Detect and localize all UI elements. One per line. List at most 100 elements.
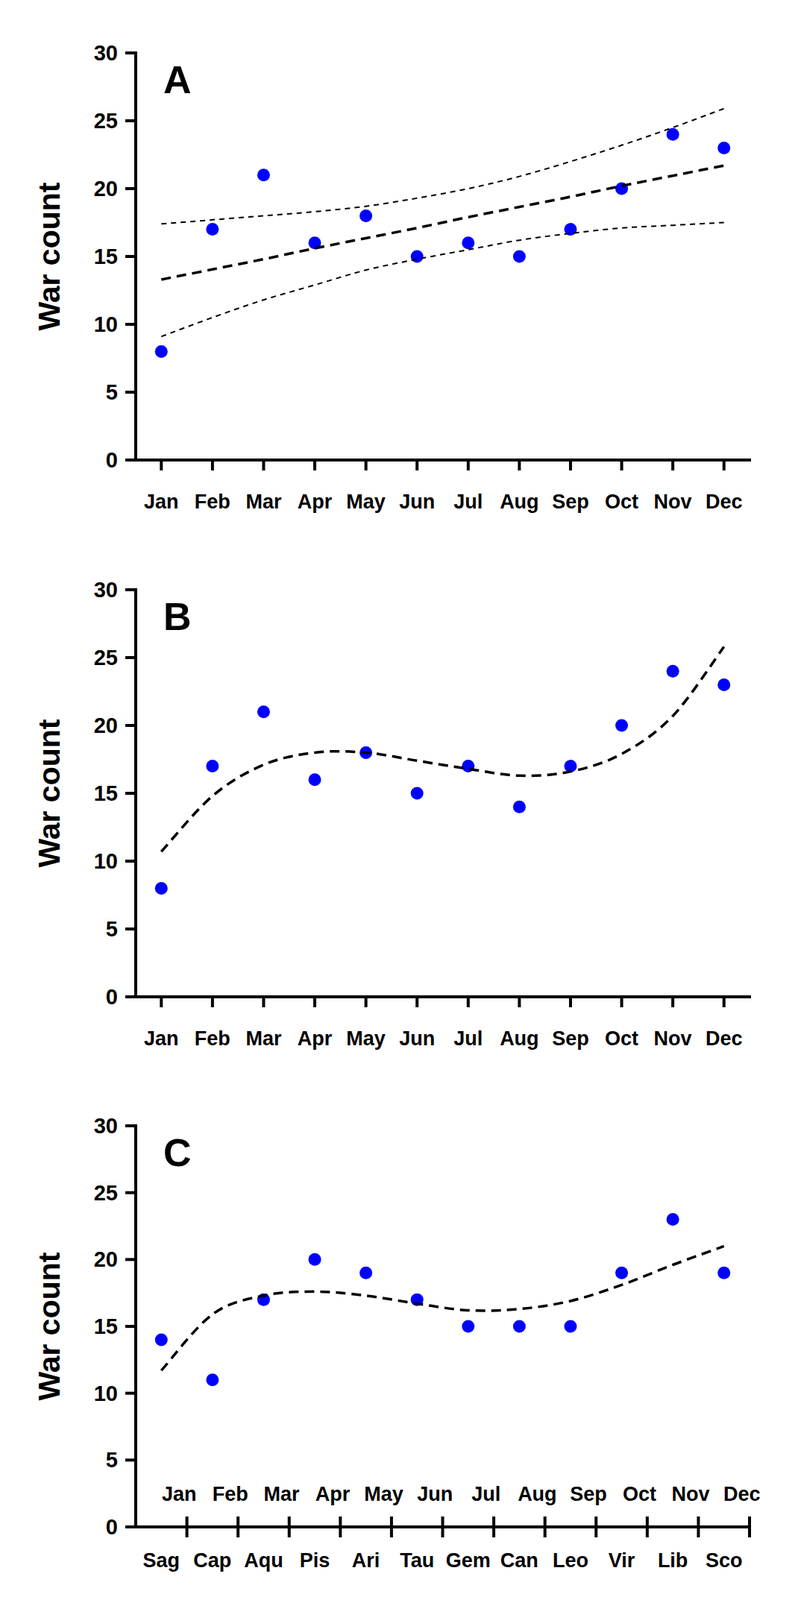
y-tick (125, 1458, 136, 1462)
x-tick-label: Dec (705, 1027, 743, 1051)
x-tick (569, 997, 573, 1008)
x-tick-label: Jun (399, 1027, 435, 1051)
y-tick (125, 1258, 136, 1262)
data-point (155, 345, 168, 358)
x2-tick-label: Jun (416, 1483, 453, 1506)
x-tick-label: Vir (608, 1549, 636, 1573)
panel-title: C (163, 1131, 192, 1175)
y-tick-label: 30 (93, 41, 118, 65)
data-point (205, 222, 219, 236)
y-tick (125, 927, 136, 931)
data-point (205, 1373, 219, 1387)
y-tick-label: 15 (93, 781, 118, 806)
x-tick (415, 460, 419, 471)
data-point (513, 801, 526, 814)
y-tick-label: 10 (93, 849, 118, 874)
data-point (308, 1253, 322, 1267)
x-tick (211, 460, 215, 471)
data-point (257, 168, 270, 182)
data-point (410, 250, 424, 264)
x-tick-label: Jul (453, 1027, 483, 1051)
y-tick (125, 1191, 136, 1195)
x-tick-label: Aug (499, 1027, 539, 1051)
y-tick-label: 10 (93, 1381, 118, 1406)
plot-area (155, 108, 731, 358)
x-tick-label: Lib (657, 1549, 689, 1573)
y-tick-label: 25 (93, 645, 118, 670)
x-tick-label: Nov (654, 1027, 693, 1051)
x-tick (466, 460, 470, 471)
data-point (666, 665, 680, 678)
x-tick-label: Apr (297, 490, 333, 514)
y-tick (125, 458, 136, 462)
x-tick-label: Oct (604, 1027, 639, 1051)
y-tick-label: 30 (93, 1114, 118, 1139)
plot-area (155, 646, 731, 895)
y-tick (125, 1392, 136, 1396)
x2-tick-label: Jan (161, 1483, 197, 1506)
y-tick-label: 20 (93, 176, 118, 201)
data-point (155, 882, 168, 895)
data-point (359, 1267, 373, 1280)
fit-line (161, 108, 724, 225)
x-tick (159, 997, 163, 1008)
x-tick-label: Gem (445, 1549, 491, 1573)
x-tick-label: May (346, 490, 386, 514)
fit-line (161, 1246, 724, 1371)
y-tick-label: 10 (93, 312, 118, 337)
y-tick-label: 15 (93, 1314, 118, 1339)
x-tick (364, 997, 368, 1008)
x-tick-label: Sep (551, 490, 590, 514)
data-point (205, 759, 219, 773)
panel: BWar count051015202530JanFebMarAprMayJun… (32, 578, 750, 1051)
x-axis (135, 995, 750, 999)
x-tick-label: Oct (604, 490, 639, 514)
y-tick (125, 995, 136, 999)
x-tick-label: Feb (194, 490, 231, 514)
x-tick-label: Nov (654, 490, 693, 514)
y-tick (125, 51, 136, 55)
data-point (410, 787, 424, 801)
x-tick-label: Sco (705, 1549, 743, 1573)
y-tick (125, 859, 136, 863)
data-point (308, 773, 322, 787)
plot-area (155, 1213, 731, 1387)
x-tick-label: Mar (245, 1027, 282, 1051)
x-tick-label: Cap (193, 1549, 232, 1573)
data-point (155, 1333, 168, 1347)
data-point (615, 1267, 628, 1280)
y-tick-label: 5 (105, 1448, 118, 1473)
x-tick (261, 997, 265, 1008)
y-tick (125, 255, 136, 259)
y-tick-label: 20 (93, 1247, 118, 1272)
data-point (257, 705, 270, 719)
data-point (461, 1320, 475, 1334)
y-axis (134, 589, 138, 998)
x-tick-label: Ari (352, 1549, 381, 1573)
x-tick (671, 997, 675, 1008)
data-point (563, 1320, 577, 1334)
panel-title: A (163, 58, 192, 102)
x2-tick-label: Apr (315, 1483, 351, 1506)
y-tick (125, 119, 136, 123)
x-tick (159, 460, 163, 471)
data-point (461, 236, 475, 250)
y-tick (125, 724, 136, 728)
x2-tick-label: Oct (622, 1483, 657, 1506)
y-axis (134, 1126, 138, 1528)
x2-tick-label: May (363, 1483, 404, 1506)
x-tick-label: Can (500, 1549, 539, 1573)
y-tick-label: 0 (105, 1515, 118, 1540)
y-axis-label: War count (32, 718, 67, 868)
x-axis (135, 1525, 750, 1529)
x-tick (261, 460, 265, 471)
data-point (359, 209, 373, 223)
x2-tick-label: Sep (569, 1483, 608, 1506)
panel-title: B (163, 595, 192, 639)
y-tick-label: 15 (93, 244, 118, 269)
y-tick-label: 0 (105, 448, 118, 473)
x-tick (517, 460, 521, 471)
x2-tick-label: Feb (212, 1483, 249, 1506)
fit-line (161, 165, 724, 280)
x-tick-label: Aqu (243, 1549, 283, 1573)
